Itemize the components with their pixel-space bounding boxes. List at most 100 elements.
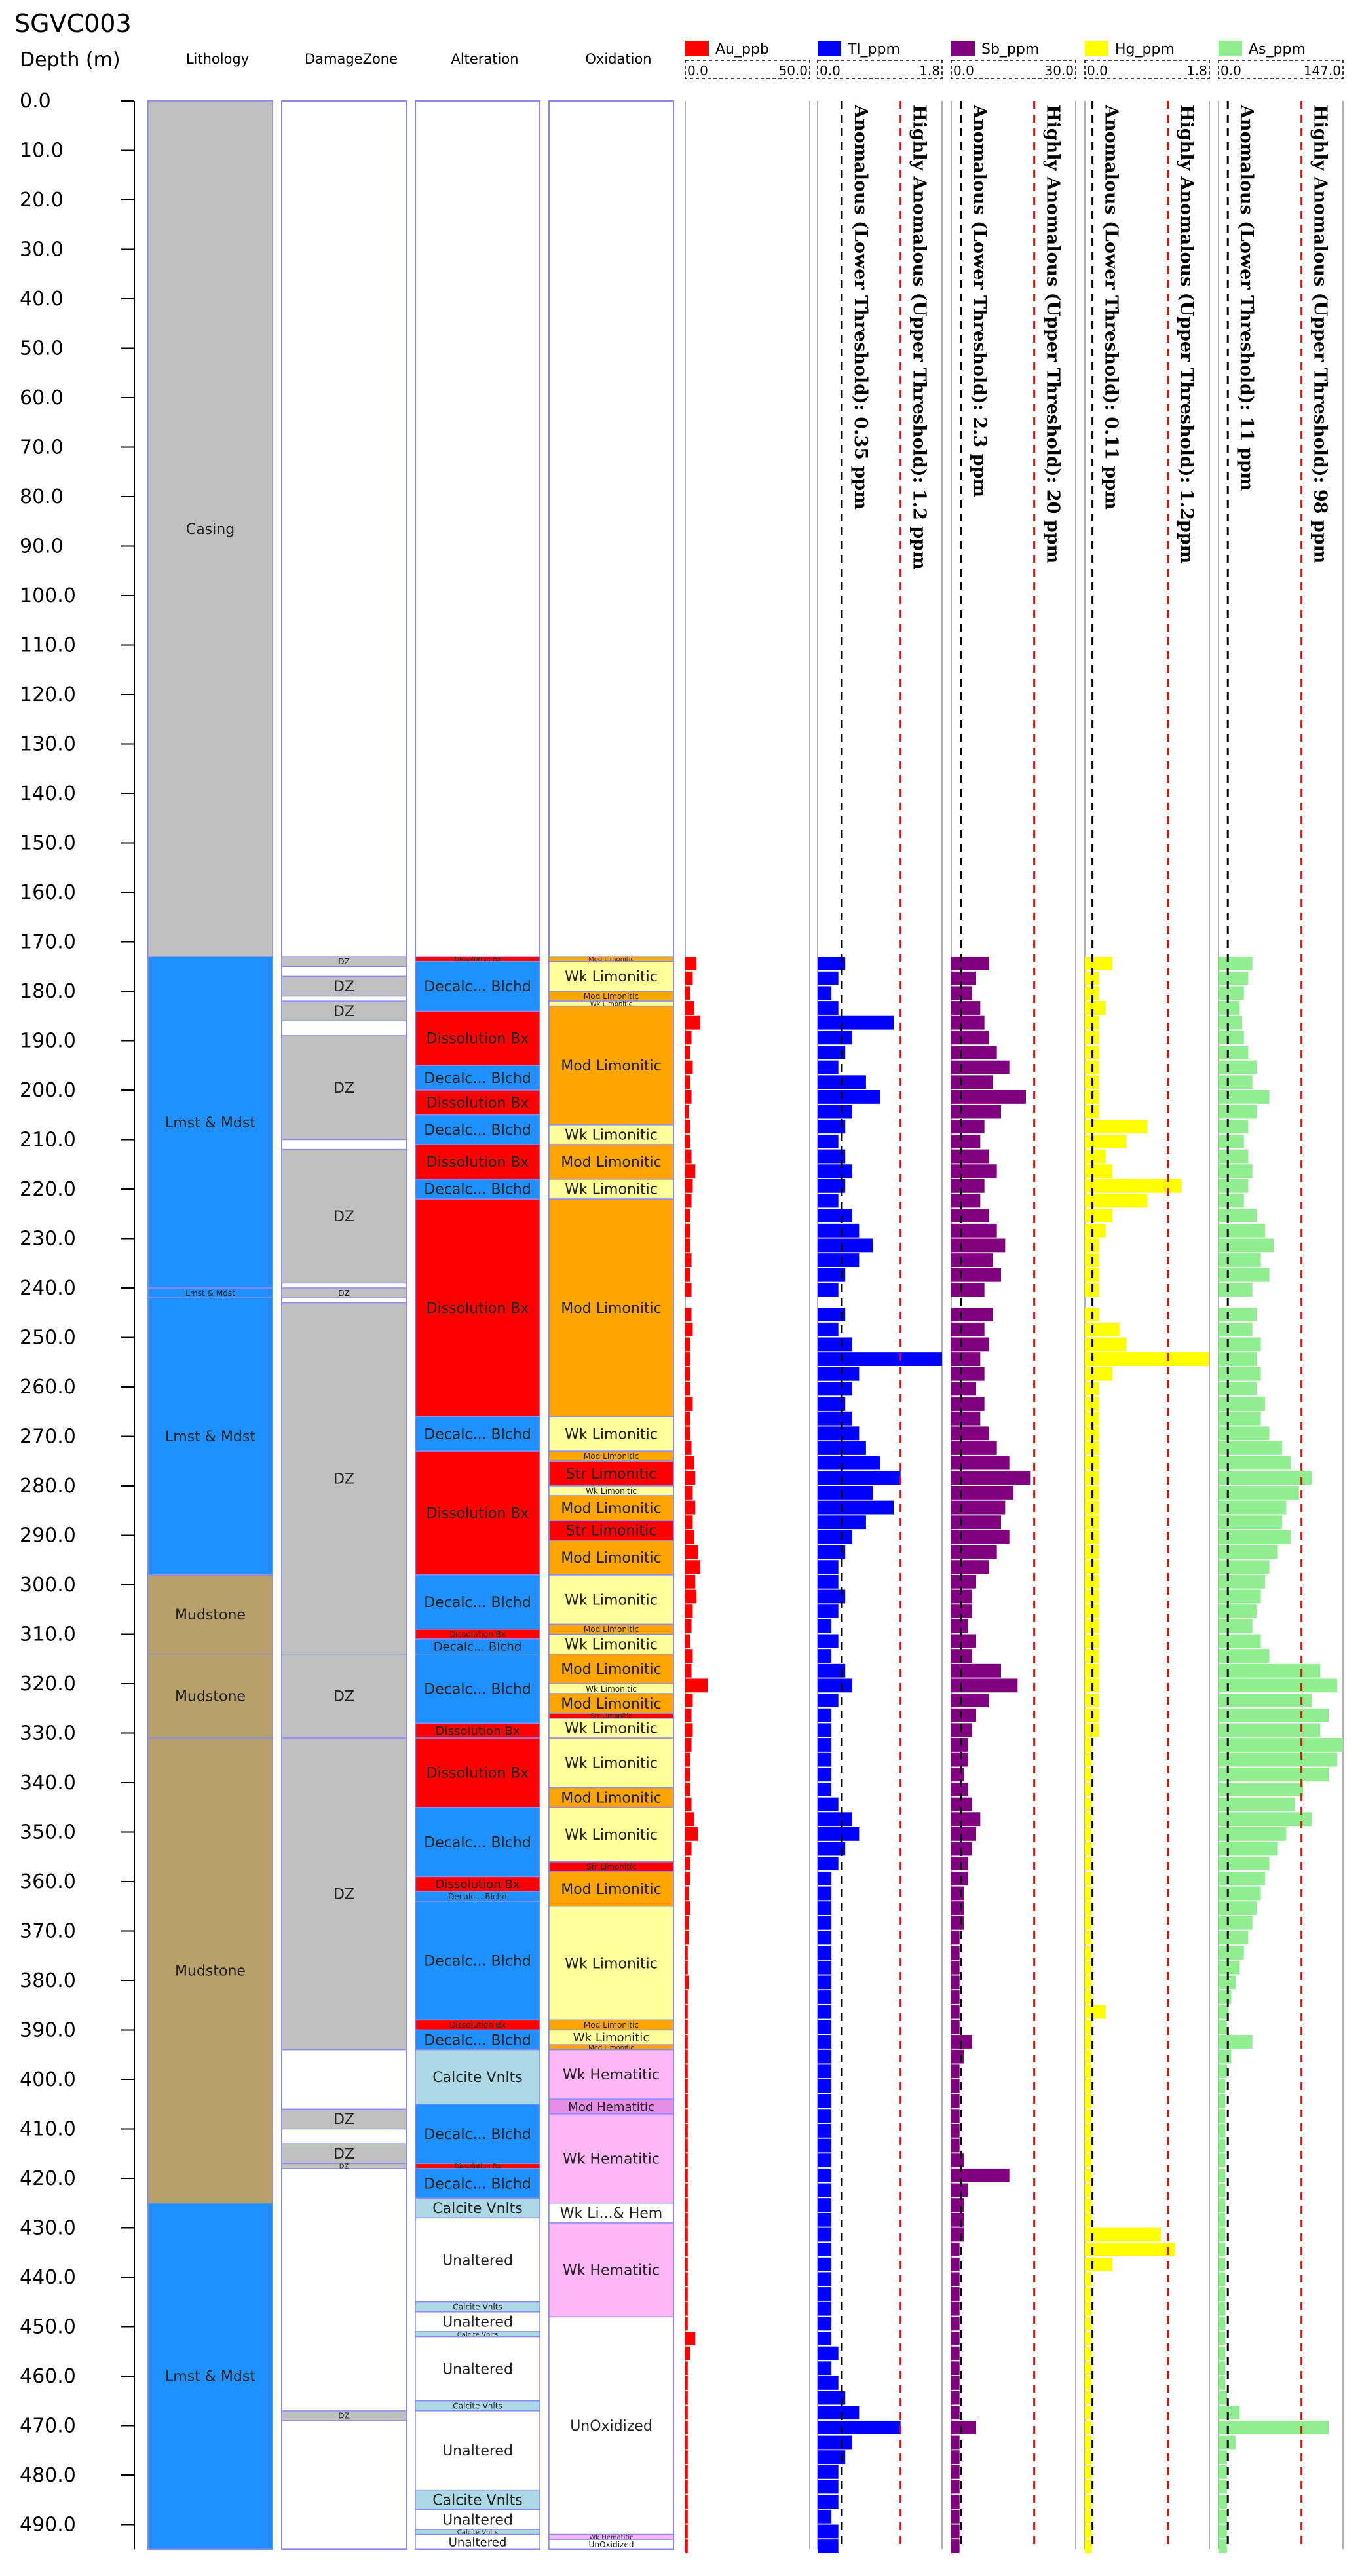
data-bar — [1219, 1871, 1266, 1885]
data-bar — [1219, 2301, 1226, 2316]
damage-zone-interval — [281, 1000, 407, 1022]
data-bar — [818, 1990, 832, 2004]
data-bar — [818, 2376, 839, 2390]
legend-scale-box — [1218, 60, 1344, 79]
depth-tick-label: 310.0 — [20, 1623, 76, 1646]
oxidation-interval — [548, 1495, 674, 1521]
data-bar — [685, 2212, 688, 2227]
data-bar — [1219, 1486, 1299, 1500]
oxidation-interval-label: UnOxidized — [589, 2540, 634, 2549]
damage-zone-interval — [281, 1148, 407, 1284]
data-bar — [685, 2317, 688, 2331]
alteration-interval — [415, 2311, 540, 2332]
depth-tick-label: 330.0 — [20, 1722, 76, 1745]
data-bar — [1219, 2539, 1227, 2553]
data-bar — [951, 2272, 960, 2286]
data-bar — [951, 1857, 968, 1871]
damage-zone-interval-label: DZ — [338, 2412, 350, 2421]
data-bar — [818, 1975, 832, 1990]
data-bar — [818, 1031, 852, 1045]
data-bar — [1085, 1960, 1092, 1975]
data-bar — [951, 1574, 976, 1589]
data-bar — [685, 1238, 690, 1253]
depth-tick-label: 480.0 — [20, 2464, 76, 2487]
oxidation-interval — [548, 1787, 674, 1808]
data-bar — [685, 1090, 692, 1104]
data-bar — [685, 2287, 688, 2301]
data-bar — [951, 1946, 960, 1960]
data-bar — [951, 1500, 1006, 1515]
data-bar — [685, 1619, 692, 1633]
data-bar — [1085, 1337, 1127, 1352]
data-bar — [685, 2406, 688, 2420]
oxidation-interval — [548, 1906, 674, 2021]
data-bar — [1219, 1916, 1253, 1930]
data-bar — [1219, 2168, 1226, 2182]
data-bar — [1219, 2212, 1226, 2227]
data-bar — [685, 1471, 696, 1485]
damage-zone-interval-label: DZ — [333, 1080, 354, 1097]
alteration-column-header: Alteration — [451, 51, 519, 67]
data-bar — [818, 2420, 901, 2434]
alteration-interval — [415, 2104, 540, 2165]
data-bar — [685, 1916, 689, 1930]
damage-zone-interval-label: DZ — [333, 1209, 354, 1225]
data-bar — [818, 1411, 852, 1426]
data-bar — [951, 1179, 985, 1193]
depth-tick-label: 350.0 — [20, 1821, 76, 1844]
data-bar — [1219, 2123, 1226, 2138]
data-bar — [818, 1604, 839, 1619]
data-bar — [818, 1194, 839, 1208]
damage-zone-interval — [281, 2143, 407, 2165]
data-bar — [1219, 2079, 1226, 2093]
data-bar — [685, 2005, 688, 2019]
data-bar — [818, 1134, 839, 1148]
oxidation-interval-label: Mod Limonitic — [584, 992, 639, 1001]
scale-min-label: 0.0 — [953, 63, 974, 79]
data-bar — [818, 1752, 832, 1767]
legend-swatch — [1085, 41, 1108, 56]
data-bar — [1085, 1426, 1099, 1441]
data-bar — [951, 1990, 960, 2004]
data-bar — [1219, 2049, 1232, 2064]
data-bar — [1085, 2198, 1092, 2212]
data-bar — [1219, 1738, 1343, 1752]
oxidation-interval-label: Wk Limonitic — [565, 1127, 658, 1144]
alteration-interval — [415, 2049, 540, 2105]
data-bar — [1219, 1164, 1253, 1179]
data-bar — [818, 1268, 846, 1282]
data-bar — [1085, 1322, 1120, 1336]
depth-tick-label: 90.0 — [20, 535, 64, 558]
data-bar — [1219, 1209, 1257, 1223]
data-bar — [1085, 1134, 1127, 1148]
data-bar — [951, 2243, 960, 2256]
data-bar — [1219, 2183, 1226, 2197]
data-bar — [818, 2272, 832, 2286]
data-bar — [951, 2465, 960, 2479]
oxidation-interval — [548, 1693, 674, 1714]
depth-tick-label: 80.0 — [20, 485, 64, 508]
depth-tick-label: 200.0 — [20, 1079, 76, 1102]
lithology-interval — [147, 2203, 273, 2550]
data-bar — [685, 1031, 692, 1045]
alteration-interval-label: Decalc... Blchd — [448, 1892, 507, 1901]
data-bar — [685, 1857, 690, 1871]
depth-tick-label: 430.0 — [20, 2217, 76, 2240]
data-bar — [1219, 1990, 1232, 2004]
data-bar — [818, 2346, 839, 2360]
data-bar — [685, 1426, 690, 1441]
lithology-interval-label: Lmst & Mdst — [165, 1429, 255, 1445]
data-bar — [1219, 1382, 1257, 1396]
oxidation-interval-label: Wk Li...& Hem — [560, 2206, 663, 2222]
data-bar — [1085, 2406, 1092, 2420]
data-bar — [1085, 1797, 1092, 1811]
damage-zone-interval-label: DZ — [338, 957, 350, 966]
data-bar — [818, 1812, 852, 1827]
data-bar — [951, 2212, 964, 2227]
data-bar — [1085, 2376, 1092, 2390]
oxidation-interval-label: Wk Limonitic — [590, 1000, 632, 1008]
alteration-interval-label: Unaltered — [442, 2252, 513, 2269]
data-bar — [1085, 2064, 1092, 2079]
data-bar — [1085, 1149, 1106, 1164]
lithology-column-header: Lithology — [185, 51, 250, 67]
